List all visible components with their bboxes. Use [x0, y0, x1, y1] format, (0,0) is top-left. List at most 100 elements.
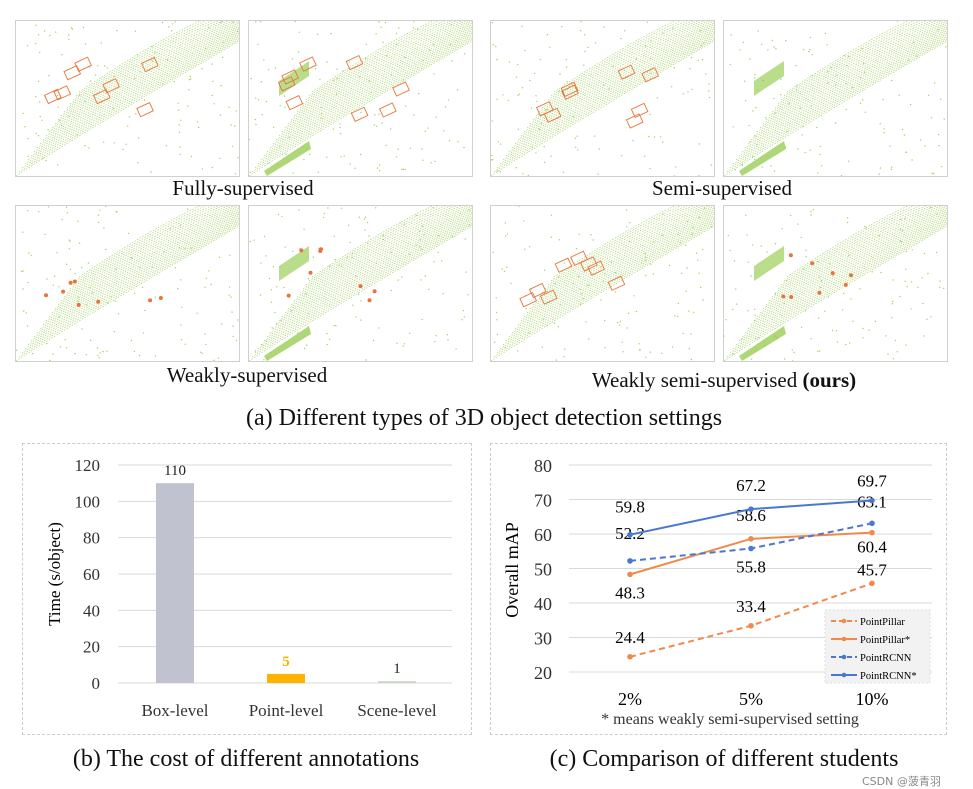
- cloud-point: [892, 358, 895, 360]
- scan-line: [287, 21, 472, 125]
- cloud-point: [180, 339, 183, 341]
- cloud-point: [710, 164, 713, 166]
- data-point: [748, 536, 754, 542]
- y-tick-label: 60: [534, 525, 552, 545]
- cloud-point: [283, 286, 285, 289]
- cloud-point: [588, 284, 590, 286]
- cloud-point: [416, 28, 419, 30]
- cloud-point: [943, 118, 945, 120]
- scan-line: [529, 21, 714, 125]
- cloud-point: [700, 45, 703, 47]
- cloud-point: [732, 126, 734, 128]
- cloud-point: [421, 148, 423, 150]
- bounding-box: [561, 84, 579, 100]
- cloud-point: [235, 339, 238, 342]
- x-tick-label: Scene-level: [357, 701, 437, 720]
- cloud-point: [543, 161, 546, 164]
- legend-label: PointPillar*: [860, 635, 910, 646]
- cloud-point: [364, 216, 367, 218]
- bounding-box: [285, 94, 304, 111]
- cloud-point: [695, 252, 698, 254]
- cloud-point: [781, 228, 783, 230]
- cloud-point: [115, 210, 117, 213]
- cloud-point: [390, 251, 392, 254]
- cloud-point: [847, 160, 850, 162]
- cloud-point: [265, 255, 267, 257]
- cloud-point: [911, 249, 913, 251]
- cloud-point: [43, 30, 46, 32]
- cloud-point: [105, 248, 107, 251]
- cloud-point: [464, 238, 466, 240]
- cloud-point: [327, 207, 329, 209]
- cloud-point: [578, 276, 580, 278]
- cloud-point: [230, 296, 232, 298]
- cloud-point: [583, 64, 585, 66]
- bounding-box: [641, 67, 660, 83]
- cloud-point: [455, 348, 457, 350]
- bounding-box: [277, 76, 296, 92]
- cloud-point: [27, 155, 29, 157]
- cloud-point: [649, 113, 651, 116]
- cloud-point: [534, 72, 536, 75]
- cloud-point: [910, 308, 912, 310]
- cloud-point: [49, 359, 51, 361]
- cloud-point: [912, 41, 915, 44]
- cloud-point: [943, 287, 945, 290]
- scan-line: [732, 36, 947, 165]
- cloud-point: [283, 95, 286, 97]
- cloud-point: [702, 299, 704, 301]
- cloud-point: [771, 39, 773, 42]
- cloud-point: [235, 110, 237, 112]
- bounding-box: [625, 113, 644, 129]
- scan-line: [762, 21, 947, 125]
- cloud-point: [38, 211, 40, 213]
- cloud-point: [419, 246, 421, 248]
- cloud-point: [82, 26, 85, 29]
- cloud-point: [934, 82, 936, 84]
- cloud-point: [517, 63, 519, 66]
- cloud-point: [254, 118, 256, 121]
- cloud-point: [366, 221, 369, 224]
- cloud-point: [363, 218, 366, 220]
- label-text: Weakly semi-supervised: [591, 368, 798, 392]
- scan-line: [493, 39, 714, 173]
- cloud-point: [644, 252, 646, 255]
- cloud-point: [834, 84, 837, 86]
- cloud-point: [582, 298, 584, 300]
- cloud-point: [846, 221, 849, 224]
- bar-point-level: [267, 673, 305, 683]
- cloud-point: [907, 59, 910, 61]
- cloud-point: [450, 24, 452, 26]
- scan-line: [553, 206, 676, 278]
- cloud-point: [317, 171, 320, 173]
- cloud-point: [677, 315, 679, 318]
- y-tick-label: 80: [83, 529, 100, 548]
- label-weakly-supervised: Weakly-supervised: [166, 363, 328, 387]
- cloud-point: [272, 266, 275, 268]
- scan-line: [21, 222, 239, 354]
- cloud-point: [84, 43, 87, 45]
- cloud-point: [686, 220, 689, 223]
- caption-c: (c) Comparison of different students: [549, 746, 899, 772]
- cloud-point: [347, 224, 350, 226]
- cloud-point: [883, 131, 885, 134]
- scan-line: [257, 36, 472, 165]
- cloud-point: [71, 28, 74, 30]
- scan-line: [254, 222, 472, 354]
- cloud-point: [30, 254, 32, 257]
- cloud-point: [499, 171, 502, 173]
- scan-line: [302, 206, 452, 290]
- cloud-point: [755, 106, 757, 109]
- cloud-point: [358, 216, 360, 218]
- scan-line: [508, 31, 714, 153]
- cloud-point: [797, 148, 799, 150]
- cloud-point: [468, 224, 471, 226]
- cloud-point: [58, 316, 60, 318]
- cloud-point: [891, 317, 893, 319]
- cloud-point: [448, 139, 451, 142]
- cloud-point: [753, 77, 756, 79]
- cloud-point: [502, 94, 504, 96]
- cloud-point: [575, 248, 578, 250]
- cloud-point: [166, 59, 169, 61]
